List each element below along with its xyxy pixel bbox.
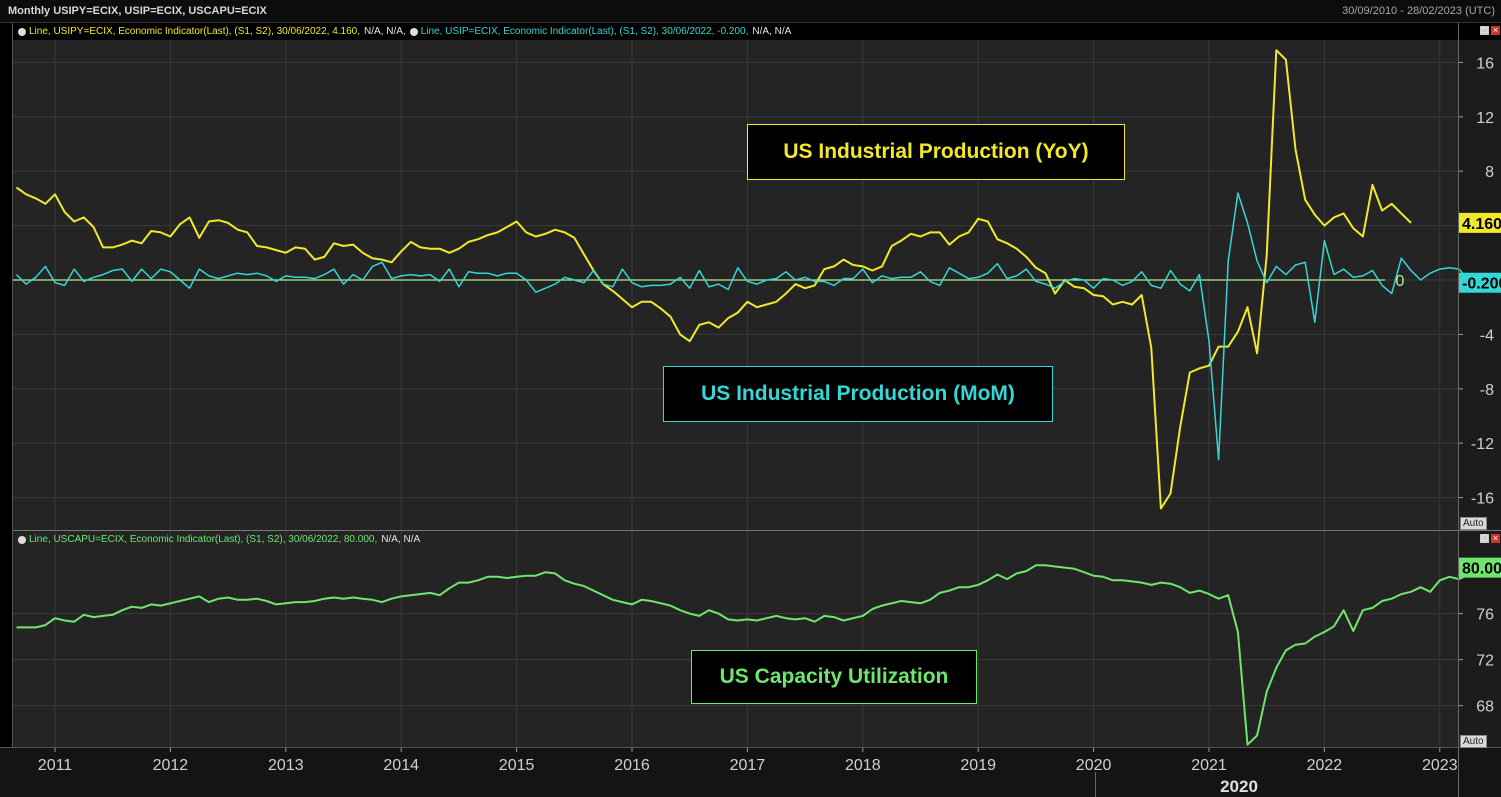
last-value-tag-text: 4.160 xyxy=(1462,216,1501,233)
legend-item-usip[interactable]: Line, USIP=ECIX, Economic Indicator(Last… xyxy=(409,26,792,37)
legend-item-usipy[interactable]: Line, USIPY=ECIX, Economic Indicator(Las… xyxy=(18,26,406,37)
last-value-tag: -0.200 xyxy=(1459,272,1501,293)
chart-title: Monthly USIPY=ECIX, USIP=ECIX, USCAPU=EC… xyxy=(8,5,267,17)
close-icon[interactable]: × xyxy=(1491,25,1500,35)
top-panel-background xyxy=(12,40,1458,530)
y-tick-label: -4 xyxy=(1480,327,1494,344)
x-tick-label: 2022 xyxy=(1307,757,1343,774)
legend-suffix-usipy: N/A, N/A, xyxy=(364,26,406,37)
x-tick-label: 2015 xyxy=(499,757,535,774)
annotation-yoy: US Industrial Production (YoY) xyxy=(747,124,1125,180)
last-value-tag-bg xyxy=(1459,557,1501,578)
y-tick-label: 68 xyxy=(1476,699,1494,716)
y-tick-label: -8 xyxy=(1480,382,1494,399)
legend-text-uscapu: Line, USCAPU=ECIX, Economic Indicator(La… xyxy=(29,534,378,545)
series-dot-icon xyxy=(409,27,418,36)
legend-suffix-uscapu: N/A, N/A xyxy=(381,534,421,545)
last-value-tag-bg xyxy=(1459,212,1501,233)
x-tick-label: 2018 xyxy=(845,757,881,774)
y-tick-label: 16 xyxy=(1476,55,1494,72)
x-tick-label: 2011 xyxy=(38,757,73,774)
series-line-usipy xyxy=(15,49,1412,510)
auto-scale-button[interactable]: Auto xyxy=(1460,735,1487,748)
decade-label: 2020 xyxy=(1220,777,1258,796)
date-range: 30/09/2010 - 28/02/2023 (UTC) xyxy=(1342,5,1495,17)
y-tick-label: 72 xyxy=(1476,653,1494,670)
annotation-mom: US Industrial Production (MoM) xyxy=(663,366,1053,422)
legend-text-usip: Line, USIP=ECIX, Economic Indicator(Last… xyxy=(420,26,749,37)
maximize-icon[interactable]: □ xyxy=(1480,533,1489,543)
y-tick-label: -16 xyxy=(1471,491,1494,508)
close-icon[interactable]: × xyxy=(1491,533,1500,543)
y-tick-label: 12 xyxy=(1476,110,1494,127)
legend-item-uscapu[interactable]: Line, USCAPU=ECIX, Economic Indicator(La… xyxy=(18,534,420,545)
x-tick-label: 2019 xyxy=(960,757,996,774)
series-line-uscapu xyxy=(16,562,1501,746)
last-value-tag-text: 80.00 xyxy=(1462,561,1501,578)
auto-scale-button[interactable]: Auto xyxy=(1460,517,1487,530)
x-tick-label: 2014 xyxy=(383,757,419,774)
series-line-usip xyxy=(15,192,1479,461)
last-value-tag-text: -0.200 xyxy=(1462,276,1501,293)
x-tick-label: 2023 xyxy=(1422,757,1458,774)
bottom-panel-background xyxy=(12,531,1458,747)
chart-header: Monthly USIPY=ECIX, USIP=ECIX, USCAPU=EC… xyxy=(0,0,1501,23)
x-tick-label: 2020 xyxy=(1076,757,1112,774)
last-value-tag: 4.160 xyxy=(1459,212,1501,233)
x-axis-background xyxy=(0,747,1501,797)
y-tick-label: 8 xyxy=(1485,164,1494,181)
bottom-legend: Line, USCAPU=ECIX, Economic Indicator(La… xyxy=(18,534,420,545)
zero-reference-label: 0 xyxy=(1396,273,1405,290)
legend-suffix-usip: N/A, N/A xyxy=(752,26,792,37)
maximize-icon[interactable]: □ xyxy=(1480,25,1489,35)
last-value-tag: 80.00 xyxy=(1459,557,1501,578)
x-tick-label: 2012 xyxy=(153,757,189,774)
series-dot-icon xyxy=(18,27,26,36)
annotation-capu: US Capacity Utilization xyxy=(691,650,977,704)
top-legend: Line, USIPY=ECIX, Economic Indicator(Las… xyxy=(18,26,791,37)
x-tick-label: 2013 xyxy=(268,757,304,774)
series-dot-icon xyxy=(18,535,26,544)
y-tick-label: -12 xyxy=(1471,436,1494,453)
y-tick-label: 76 xyxy=(1476,607,1494,624)
legend-text-usipy: Line, USIPY=ECIX, Economic Indicator(Las… xyxy=(29,26,361,37)
x-tick-label: 2016 xyxy=(614,757,650,774)
last-value-tag-bg xyxy=(1459,272,1501,293)
x-tick-label: 2021 xyxy=(1191,757,1227,774)
x-tick-label: 2017 xyxy=(730,757,766,774)
